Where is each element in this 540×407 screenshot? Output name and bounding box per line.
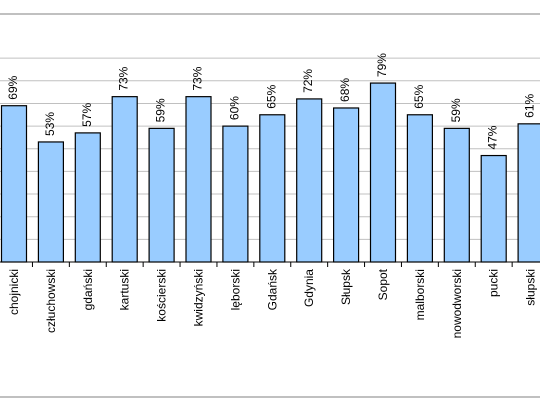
x-tick-label-10: Sopot (376, 268, 390, 300)
bar-13 (480, 154, 507, 263)
x-tick-label-3: kartuski (118, 269, 132, 310)
data-label-6: 60% (227, 96, 241, 120)
data-label-3: 73% (117, 66, 131, 90)
bar-5 (185, 96, 212, 263)
bar-11 (406, 114, 433, 263)
x-axis-ticks: chojnicki człuchowski gdański kartuski kości… (7, 262, 538, 338)
bar-6 (222, 125, 249, 263)
x-tick-label-12: nowodworski (450, 269, 464, 338)
x-tick-label-5: kwidzyński (192, 269, 206, 326)
data-label-13: 47% (486, 125, 500, 149)
data-label-12: 59% (449, 98, 463, 122)
x-tick-label-11: malborski (413, 269, 427, 320)
bar-7 (259, 114, 286, 263)
x-tick-label-0: chojnicki (7, 269, 21, 315)
bar-12 (443, 127, 470, 263)
x-tick-label-6: lęborski (228, 269, 242, 310)
x-tick-label-14: słupski (524, 269, 538, 306)
data-label-7: 65% (264, 84, 278, 108)
data-label-5: 73% (191, 66, 205, 90)
data-label-8: 72% (301, 69, 315, 93)
bar-1 (37, 141, 65, 263)
x-tick-label-13: pucki (487, 269, 501, 297)
data-label-4: 59% (154, 98, 168, 122)
bar-10 (369, 82, 397, 263)
x-tick-label-1: człuchowski (44, 269, 58, 333)
bar-14 (517, 123, 540, 263)
data-labels: 69% 53% 57% 73% 59% 73% 60% 65% 72% 68% 79% 65% 59% 4… (6, 53, 537, 150)
x-tick-label-4: kościerski (155, 269, 169, 322)
x-tick-label-2: gdański (81, 269, 95, 310)
bar-2 (74, 132, 101, 263)
data-label-1: 53% (43, 112, 57, 136)
data-label-11: 65% (412, 84, 426, 108)
x-tick-label-8: Gdynia (302, 269, 316, 307)
bar-4 (148, 127, 175, 263)
data-label-0: 69% (6, 75, 20, 99)
bar-8 (296, 98, 323, 263)
bar-0 (0, 105, 28, 263)
bars (0, 82, 540, 263)
bar-9 (333, 107, 360, 263)
data-label-10: 79% (375, 53, 389, 77)
x-tick-label-7: Gdańsk (265, 268, 279, 310)
data-label-2: 57% (80, 103, 94, 127)
data-label-14: 61% (523, 93, 537, 117)
data-label-9: 68% (338, 78, 352, 102)
bar-3 (111, 96, 138, 263)
x-tick-label-9: Słupsk (339, 268, 353, 305)
